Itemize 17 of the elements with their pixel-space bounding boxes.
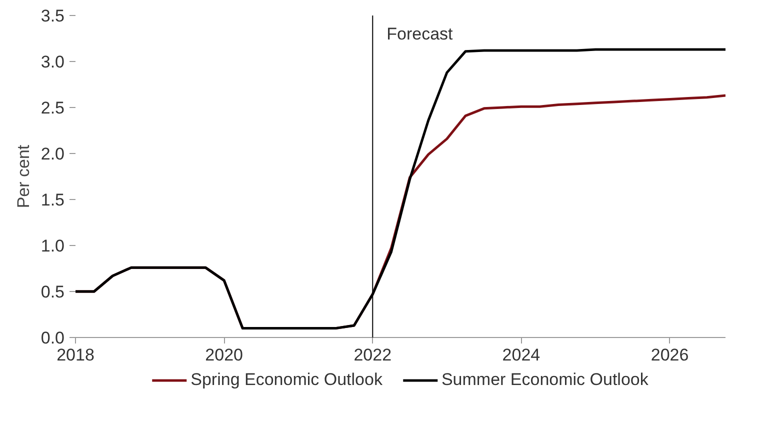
ref-line-label: Forecast xyxy=(386,24,454,44)
y-tick-label: 2.5 xyxy=(40,98,65,118)
x-tick-label: 2018 xyxy=(56,346,94,364)
x-tick-label: 2024 xyxy=(502,346,540,364)
y-tick-label: 3.5 xyxy=(40,6,65,26)
y-tick-label: 0.0 xyxy=(40,328,65,348)
y-tick-label: 1.0 xyxy=(40,236,65,256)
x-tick-label: 2020 xyxy=(205,346,243,364)
y-tick-label: 3.0 xyxy=(40,52,65,72)
y-axis-title: Per cent xyxy=(14,144,33,208)
y-tick-label: 1.5 xyxy=(40,190,65,210)
y-tick-label: 2.0 xyxy=(40,144,65,164)
y-tick-label: 0.5 xyxy=(40,282,65,302)
legend-label: Summer Economic Outlook xyxy=(441,370,648,390)
legend-label: Spring Economic Outlook xyxy=(190,370,382,390)
x-tick-label: 2026 xyxy=(650,346,689,364)
x-tick-label: 2022 xyxy=(354,346,392,364)
